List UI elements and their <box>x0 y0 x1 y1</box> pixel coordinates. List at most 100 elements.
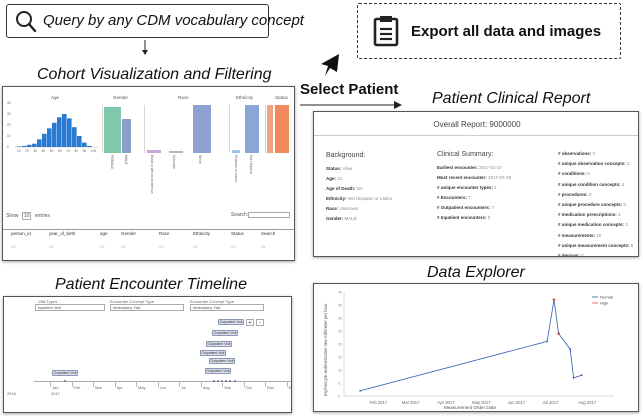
ethnicity-tick-not-hispanic: Not Hispanic <box>249 155 253 175</box>
cohort-section-title: Cohort Visualization and Filtering <box>37 66 272 83</box>
x-tick-label: Jun 2017 <box>508 400 526 405</box>
month-tick-label: May <box>138 385 146 390</box>
y-tick-label: 35 <box>338 304 342 308</box>
query-concept-box[interactable]: Query by any CDM vocabulary concept <box>6 4 304 38</box>
report-row: # Encounters: 7 <box>437 195 471 200</box>
report-row-label: # unique procedure concepts: <box>558 202 624 207</box>
report-row-label: Race: <box>326 206 340 211</box>
age-bar <box>47 128 52 147</box>
age-tick-label: 30 <box>33 149 37 153</box>
report-row-label: # observations: <box>558 151 593 156</box>
y-tick-label: 25 <box>338 330 342 334</box>
y-tick-label: 5 <box>338 382 340 386</box>
normal-series-line <box>360 299 582 392</box>
age-ytick-label: 0 <box>7 145 9 149</box>
age-tick-label: 90 <box>83 149 87 153</box>
table-column-header[interactable]: Ethnicity <box>193 231 211 236</box>
export-data-button[interactable]: Export all data and images <box>357 3 621 59</box>
filter-label-visit-types: Visit Types <box>38 299 58 304</box>
report-row-value: 0 <box>589 191 592 197</box>
race-bar-white <box>193 105 211 153</box>
x-tick-label: Apr 2017 <box>438 400 456 405</box>
month-tick-label: Apr <box>116 385 123 390</box>
race-bar-black <box>147 150 161 153</box>
table-column-header[interactable]: Gender <box>121 231 137 236</box>
y-tick-label: 0 <box>338 395 340 399</box>
clipboard-icon <box>373 16 399 47</box>
zoom-out-button[interactable]: - <box>256 319 264 326</box>
table-column-header[interactable]: Race <box>159 231 170 236</box>
table-column-header[interactable]: year_of_birth <box>49 231 76 236</box>
month-tick-label: Dec <box>288 385 292 390</box>
normal-point <box>359 389 362 392</box>
encounter-box[interactable]: Outpatient Visit <box>212 330 238 336</box>
age-ytick-label: 30 <box>7 112 11 116</box>
table-column-filter[interactable]: All <box>49 244 54 249</box>
report-row: Status: Alive <box>326 166 352 171</box>
age-tick-label: 10 <box>17 149 21 153</box>
age-tick-label: 70 <box>66 149 70 153</box>
report-row: # conditions: 5 <box>558 171 590 176</box>
month-tick <box>50 381 51 387</box>
table-column-filter[interactable]: All <box>159 244 164 249</box>
table-column-filter[interactable]: All <box>11 244 16 249</box>
table-column-filter[interactable]: All <box>100 244 105 249</box>
right-arrow-icon <box>300 101 402 109</box>
age-bar <box>62 114 67 147</box>
report-row-value: 2 <box>625 222 628 228</box>
encounter-box[interactable]: Outpatient Visit <box>206 341 232 347</box>
visit-type-select[interactable]: Inpatient Visit <box>35 304 105 311</box>
race-tick-white: White <box>198 155 202 164</box>
report-row-value: 0 <box>623 202 627 207</box>
report-row-label: Earliest encounter: <box>437 165 480 170</box>
y-axis-label: Erythrocyte sedimentation rate millimete… <box>323 303 328 396</box>
age-bar <box>42 133 47 147</box>
report-row: Age of Death: NA <box>326 186 363 191</box>
report-row-label: Status: <box>326 166 343 171</box>
table-column-header[interactable]: person_id <box>11 231 31 236</box>
show-count-select[interactable]: 10 <box>21 212 32 220</box>
report-row-value: 1 <box>494 185 497 190</box>
table-column-header[interactable]: age <box>100 231 108 236</box>
report-row: Ethnicity: Not Hispanic or Latino <box>326 196 392 201</box>
report-row-label: # unique measurement concepts: <box>558 242 631 248</box>
y-tick-label: 20 <box>338 343 342 347</box>
month-tick-label: Oct <box>245 385 252 390</box>
table-column-filter[interactable]: All <box>193 244 198 249</box>
report-section-title: Patient Clinical Report <box>432 90 591 107</box>
report-row-value: 40 <box>596 232 602 238</box>
encounter-box[interactable]: Outpatient Visit <box>52 370 78 376</box>
gender-bar-female <box>104 107 121 153</box>
encounter-box[interactable]: Outpatient Visit <box>209 358 235 364</box>
table-column-header[interactable]: Search <box>261 231 276 236</box>
month-tick-label: Jan <box>52 385 59 390</box>
status-bar-alive <box>267 105 273 153</box>
age-bar <box>17 146 22 147</box>
age-bar <box>52 122 57 147</box>
measurement-chart: Feb 2017 Mar 2017 Apr 2017 May 2017 Jun 2017… <box>323 291 614 410</box>
table-column-header[interactable]: Status <box>231 231 244 236</box>
filter-label-concept-1: Encounter Concept Type <box>110 299 154 304</box>
encounter-box[interactable]: Outpatient Visit <box>200 350 226 356</box>
encounter-box[interactable]: Outpatient Visit <box>205 368 231 374</box>
age-bar <box>82 142 87 147</box>
status-bar-dead <box>275 105 289 153</box>
month-tick <box>71 381 72 387</box>
high-point <box>557 332 561 335</box>
report-row-label: # medication prescriptions: <box>558 212 619 218</box>
search-input[interactable] <box>248 212 290 218</box>
report-row-label: # measurements: <box>558 232 597 238</box>
month-tick <box>243 381 244 387</box>
report-row: # unique medication concepts: 2 <box>558 222 628 227</box>
report-row-label: # unique medication concepts: <box>558 222 626 228</box>
table-column-filter[interactable]: All <box>121 244 126 249</box>
concept-type-select-2[interactable]: Ambulatory Visit <box>190 304 264 311</box>
table-column-filter[interactable]: All <box>261 244 266 249</box>
concept-type-select-1[interactable]: Ambulatory Visit <box>110 304 184 311</box>
report-row-value: 3 <box>627 161 630 167</box>
zoom-in-button[interactable]: + <box>246 319 254 326</box>
encounter-box[interactable]: Outpatient Visit <box>218 319 244 325</box>
table-column-filter[interactable]: All <box>231 244 236 249</box>
age-tick-label: 50 <box>50 149 54 153</box>
